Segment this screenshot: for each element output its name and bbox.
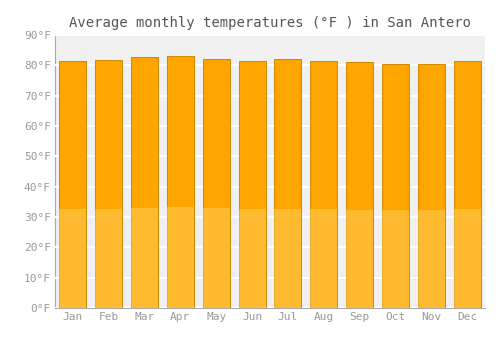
Bar (203, 208, 230, 308)
Bar (274, 59, 301, 308)
Bar (131, 208, 158, 308)
Bar (418, 210, 444, 308)
Bar (96, 60, 122, 308)
Bar (238, 61, 266, 308)
Bar (167, 56, 194, 308)
Bar (203, 59, 230, 308)
Bar (167, 207, 194, 308)
Bar (454, 61, 480, 308)
Bar (131, 57, 158, 308)
Bar (60, 61, 86, 308)
Title: Average monthly temperatures (°F ) in San Antero: Average monthly temperatures (°F ) in Sa… (69, 16, 471, 30)
Bar (418, 64, 444, 308)
Bar (346, 62, 373, 308)
Bar (310, 209, 337, 308)
Bar (60, 209, 86, 308)
Bar (96, 209, 122, 308)
Bar (274, 209, 301, 308)
Bar (382, 210, 409, 308)
Bar (454, 209, 480, 308)
Bar (382, 64, 409, 308)
Bar (346, 210, 373, 308)
Bar (310, 61, 337, 308)
Bar (238, 209, 266, 308)
